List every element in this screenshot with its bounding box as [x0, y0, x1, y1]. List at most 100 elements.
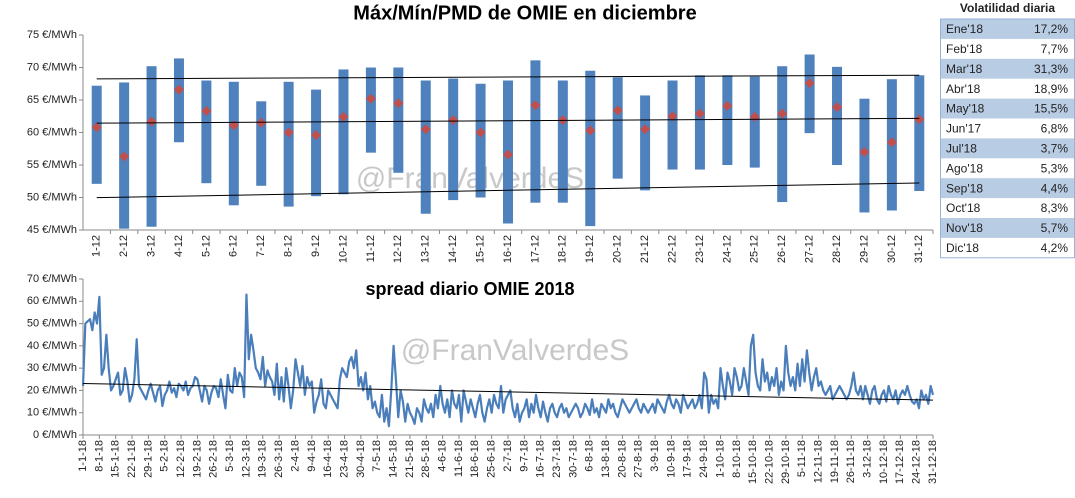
x-tick-label: 27-8-18 — [633, 440, 645, 478]
range-bar — [530, 60, 541, 203]
x-tick-label: 9-7-18 — [518, 440, 530, 472]
range-bar — [283, 81, 294, 207]
x-tick-label: 31-12-18 — [927, 440, 939, 484]
x-tick-label: 12-11-18 — [812, 440, 824, 483]
range-bar — [448, 78, 459, 201]
x-tick-label: 13-8-18 — [600, 440, 612, 478]
x-tick-label: 18-6-18 — [469, 440, 481, 478]
spread-line — [81, 293, 935, 428]
x-tick-label: 26-3-18 — [273, 440, 285, 478]
table-row-bg — [940, 58, 1075, 79]
range-bar — [722, 75, 733, 165]
x-tick-label: 1-1-18 — [77, 440, 89, 472]
table-row-bg — [940, 98, 1075, 119]
x-tick-label: 10-9-18 — [665, 440, 677, 478]
pmd-marker — [201, 106, 212, 117]
range-bar — [338, 69, 349, 195]
pmd-marker — [311, 130, 322, 141]
x-tick-label: 8-10-18 — [731, 440, 743, 478]
range-bar — [557, 80, 568, 203]
x-tick-label: 22-10-18 — [763, 440, 775, 484]
x-tick-label: 15-1-18 — [110, 440, 122, 478]
x-tick-label: 28-5-18 — [420, 440, 432, 478]
y-tick-label: 60 €/MWh — [27, 295, 77, 307]
range-bar — [311, 89, 322, 197]
pmd-marker — [832, 102, 843, 113]
pmd-marker — [503, 149, 513, 160]
x-tick-label: 21-12 — [639, 235, 651, 263]
x-tick-label: 19-2-18 — [191, 440, 203, 478]
x-tick-label: 17-9-18 — [682, 440, 694, 478]
x-tick-label: 14-12 — [447, 235, 459, 263]
pmd-marker — [475, 127, 486, 138]
x-tick-label: 30-7-18 — [567, 440, 579, 478]
range-bar — [914, 75, 925, 191]
x-tick-label: 16-12 — [502, 235, 514, 263]
range-bar — [393, 67, 404, 173]
pmd-marker — [722, 100, 733, 111]
x-tick-label: 30-4-18 — [355, 440, 367, 478]
x-tick-label: 4-12 — [173, 235, 185, 257]
range-bar — [228, 81, 239, 206]
table-cell: 5,7% — [1041, 221, 1069, 235]
x-tick-label: 29-12 — [858, 235, 870, 263]
x-tick-label: 16-4-18 — [322, 440, 334, 478]
y-tick-label: 65 €/MWh — [27, 94, 77, 106]
x-tick-label: 17-12 — [529, 235, 541, 263]
x-tick-label: 23-12 — [694, 235, 706, 263]
pmd-marker — [804, 78, 815, 89]
pmd-marker — [612, 105, 623, 116]
trend-line — [82, 383, 934, 401]
pmd-marker — [914, 114, 925, 125]
pmd-marker — [173, 84, 184, 95]
pmd-marker — [859, 147, 870, 157]
chart-title: spread diario OMIE 2018 — [365, 279, 574, 299]
table-cell: 31,3% — [1034, 62, 1068, 76]
y-tick-label: 60 €/MWh — [27, 126, 77, 138]
x-tick-label: 7-5-18 — [371, 440, 383, 472]
x-tick-label: 5-12 — [200, 235, 212, 257]
range-bar — [146, 66, 157, 227]
x-tick-label: 1-12 — [91, 235, 103, 257]
x-tick-label: 28-12 — [831, 235, 843, 263]
table-cell: Jul'18 — [946, 142, 977, 156]
range-bar — [585, 70, 596, 227]
x-tick-label: 2-7-18 — [502, 440, 514, 472]
y-tick-label: 45 €/MWh — [27, 224, 77, 236]
pmd-marker — [146, 116, 157, 127]
range-bar — [612, 77, 623, 179]
pmd-marker — [694, 108, 705, 119]
pmd-marker — [283, 127, 294, 138]
pmd-marker — [91, 122, 102, 133]
range-bar — [804, 54, 815, 134]
range-bar — [640, 95, 651, 191]
x-tick-label: 24-9-18 — [698, 440, 710, 478]
x-tick-label: 9-4-18 — [306, 440, 318, 472]
pmd-marker — [365, 93, 376, 104]
x-tick-label: 5-11-18 — [796, 440, 808, 477]
x-tick-label: 14-5-18 — [387, 440, 399, 478]
table-cell: Mar'18 — [946, 62, 983, 76]
x-tick-label: 8-12 — [283, 235, 295, 257]
x-tick-label: 7-12 — [255, 235, 267, 257]
y-tick-label: 20 €/MWh — [27, 384, 77, 396]
pmd-marker — [228, 120, 239, 131]
y-tick-label: 75 €/MWh — [27, 29, 77, 41]
x-tick-label: 5-2-18 — [159, 440, 171, 472]
table-cell: Nov'18 — [946, 221, 983, 235]
range-bar — [832, 66, 843, 165]
x-tick-label: 26-2-18 — [208, 440, 220, 478]
y-tick-label: 50 €/MWh — [27, 317, 77, 329]
x-tick-label: 24-12 — [721, 235, 733, 263]
x-tick-label: 22-1-18 — [126, 440, 138, 478]
y-tick-label: 50 €/MWh — [27, 191, 77, 203]
range-bar — [256, 101, 267, 186]
x-tick-label: 29-1-18 — [142, 440, 154, 478]
table-cell: 7,7% — [1041, 42, 1069, 56]
table-cell: 4,2% — [1041, 241, 1069, 255]
trend-line — [96, 182, 920, 199]
y-tick-label: 70 €/MWh — [27, 61, 77, 73]
x-tick-label: 9-12 — [310, 235, 322, 257]
x-tick-label: 4-6-18 — [437, 440, 449, 472]
